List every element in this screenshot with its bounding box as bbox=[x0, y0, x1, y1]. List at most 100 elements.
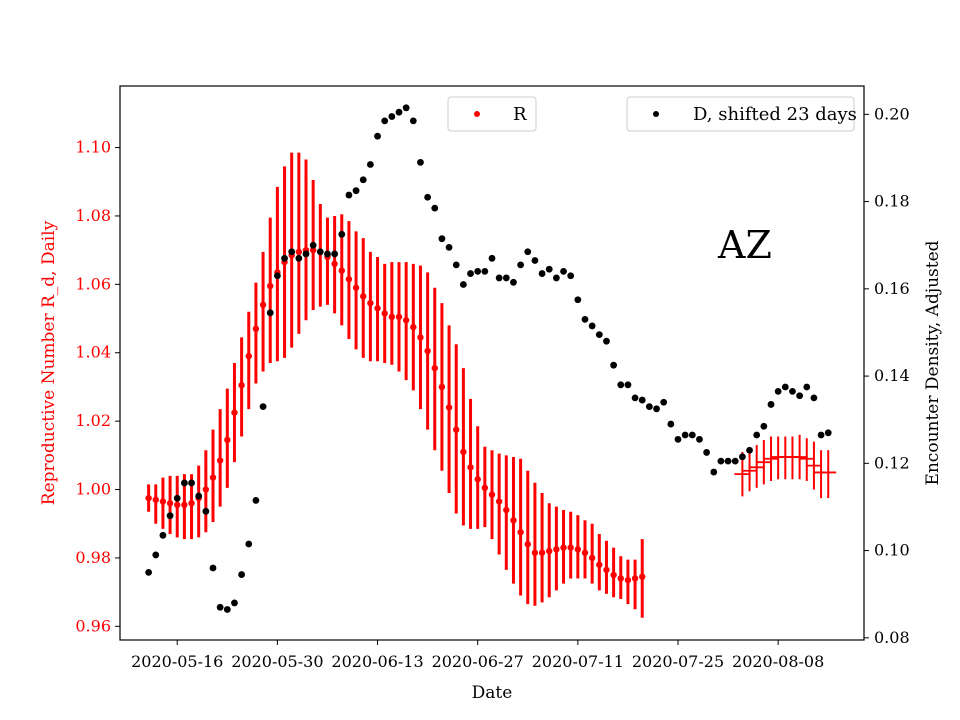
d-point bbox=[359, 176, 367, 184]
r-point bbox=[495, 498, 503, 505]
d-point bbox=[645, 403, 653, 411]
x-tick-label: 2020-07-25 bbox=[632, 652, 724, 671]
d-point bbox=[667, 420, 675, 428]
r-point bbox=[438, 383, 446, 391]
d-point bbox=[588, 322, 596, 330]
x-tick-label: 2020-07-11 bbox=[532, 652, 624, 671]
r-point bbox=[488, 491, 496, 498]
d-point bbox=[316, 248, 324, 256]
d-point bbox=[717, 457, 725, 465]
d-point bbox=[774, 387, 782, 395]
r-point bbox=[352, 284, 360, 291]
x-tick-label: 2020-05-16 bbox=[131, 652, 223, 671]
d-point bbox=[152, 551, 160, 559]
d-point bbox=[381, 117, 389, 125]
y-axis-left: 0.96 0.98 1.00 1.02 1.04 1.06 1.08 1.10 bbox=[75, 138, 120, 635]
d-point bbox=[538, 270, 546, 277]
d-point bbox=[188, 479, 195, 487]
d-point bbox=[495, 274, 503, 282]
y-right-tick-label: 0.20 bbox=[874, 104, 910, 123]
y-right-tick-label: 0.18 bbox=[874, 192, 910, 211]
d-point bbox=[760, 422, 768, 430]
d-point bbox=[638, 396, 646, 404]
r-point bbox=[546, 547, 553, 555]
legend-d-box bbox=[626, 96, 855, 132]
r-point bbox=[209, 474, 217, 481]
r-point bbox=[624, 576, 632, 584]
r-point bbox=[524, 541, 531, 548]
d-point bbox=[345, 191, 353, 199]
r-point bbox=[410, 323, 417, 331]
d-point bbox=[731, 457, 739, 465]
d-point bbox=[388, 113, 396, 120]
d-point bbox=[309, 241, 317, 249]
r-point bbox=[510, 517, 517, 524]
d-point bbox=[817, 431, 825, 439]
r-point bbox=[574, 546, 582, 553]
d-point bbox=[252, 497, 260, 504]
state-annotation: AZ bbox=[717, 223, 772, 267]
d-point bbox=[474, 267, 482, 275]
d-point bbox=[209, 564, 217, 572]
r-point bbox=[181, 501, 188, 509]
d-point bbox=[617, 381, 625, 389]
d-point bbox=[467, 270, 474, 277]
d-point bbox=[366, 161, 374, 168]
d-point bbox=[173, 494, 181, 502]
d-point bbox=[531, 257, 539, 264]
d-point bbox=[781, 383, 789, 391]
r-point bbox=[295, 248, 303, 256]
legend-r: R bbox=[447, 96, 537, 132]
d-point bbox=[245, 540, 253, 548]
d-point bbox=[610, 361, 618, 369]
r-point bbox=[402, 317, 410, 324]
x-tick-label: 2020-05-30 bbox=[231, 652, 323, 671]
legend-d-marker bbox=[653, 111, 659, 117]
d-point bbox=[195, 492, 203, 500]
x-axis: 2020-05-16 2020-05-30 2020-06-13 2020-06-27… bbox=[131, 640, 824, 671]
r-point bbox=[145, 494, 152, 502]
d-point bbox=[603, 337, 610, 345]
d-point bbox=[266, 309, 274, 317]
d-point bbox=[696, 435, 703, 443]
d-point bbox=[302, 250, 310, 258]
d-point bbox=[574, 296, 582, 304]
legend-r-marker bbox=[474, 111, 480, 117]
r-point bbox=[202, 486, 210, 493]
marks-layer bbox=[145, 104, 837, 618]
d-point bbox=[581, 315, 589, 323]
r-point bbox=[374, 305, 381, 312]
r-point bbox=[538, 549, 546, 556]
d-point bbox=[567, 272, 575, 280]
d-point bbox=[338, 230, 346, 238]
y-left-tick-label: 0.96 bbox=[75, 616, 111, 635]
r-point bbox=[166, 500, 174, 507]
d-point bbox=[560, 267, 567, 275]
x-tick-label: 2020-06-13 bbox=[331, 652, 423, 671]
y-left-tick-label: 1.04 bbox=[75, 343, 111, 362]
d-point bbox=[352, 187, 360, 195]
r-point bbox=[245, 352, 252, 360]
y-right-tick-label: 0.10 bbox=[874, 541, 910, 560]
r-point bbox=[152, 496, 159, 503]
d-point bbox=[395, 108, 403, 116]
d-point bbox=[288, 248, 296, 256]
r-point bbox=[238, 382, 245, 389]
r-point bbox=[560, 544, 567, 551]
r-point bbox=[424, 347, 431, 355]
x-axis-title: Date bbox=[472, 683, 513, 703]
d-point bbox=[552, 274, 560, 282]
d-point bbox=[459, 281, 467, 288]
d-point bbox=[803, 383, 811, 391]
legend-d-label: D, shifted 23 days bbox=[693, 104, 857, 125]
d-point bbox=[653, 405, 660, 413]
r-point bbox=[631, 575, 639, 582]
d-point bbox=[545, 265, 553, 273]
d-point bbox=[674, 435, 682, 443]
r-point bbox=[610, 571, 617, 579]
d-point bbox=[273, 272, 281, 280]
d-point bbox=[810, 394, 818, 402]
legend-d: D, shifted 23 days bbox=[626, 96, 857, 132]
y-axis-right-title: Encounter Density, Adjusted bbox=[923, 240, 943, 485]
